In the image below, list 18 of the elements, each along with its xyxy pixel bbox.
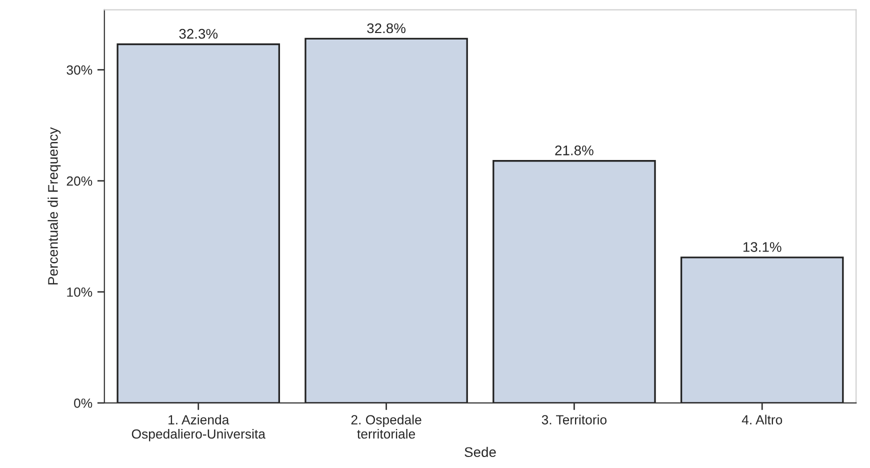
bar bbox=[680, 256, 844, 403]
bar bbox=[304, 38, 468, 403]
x-tick-label: 1. Azienda Ospedaliero-Universita bbox=[132, 414, 266, 442]
bar bbox=[492, 160, 656, 403]
y-axis-title: Percentuale di Frequency bbox=[48, 127, 61, 284]
y-tick-label: 30% bbox=[66, 65, 92, 75]
x-axis-title: Sede bbox=[464, 446, 496, 458]
x-tick-label: 3. Territorio bbox=[542, 414, 607, 424]
data-label: 32.3% bbox=[179, 28, 218, 39]
y-tick-label: 10% bbox=[67, 287, 92, 297]
y-tick-label: 20% bbox=[66, 176, 92, 186]
data-label: 21.8% bbox=[555, 146, 594, 156]
x-tick-label: 4. Altro bbox=[742, 414, 782, 424]
y-tick-label: 0% bbox=[74, 398, 92, 408]
x-tick-label: 2. Ospedale territoriale bbox=[351, 414, 422, 439]
data-label: 32.8% bbox=[367, 23, 406, 34]
data-label: 13.1% bbox=[743, 242, 782, 252]
bar bbox=[116, 43, 280, 403]
